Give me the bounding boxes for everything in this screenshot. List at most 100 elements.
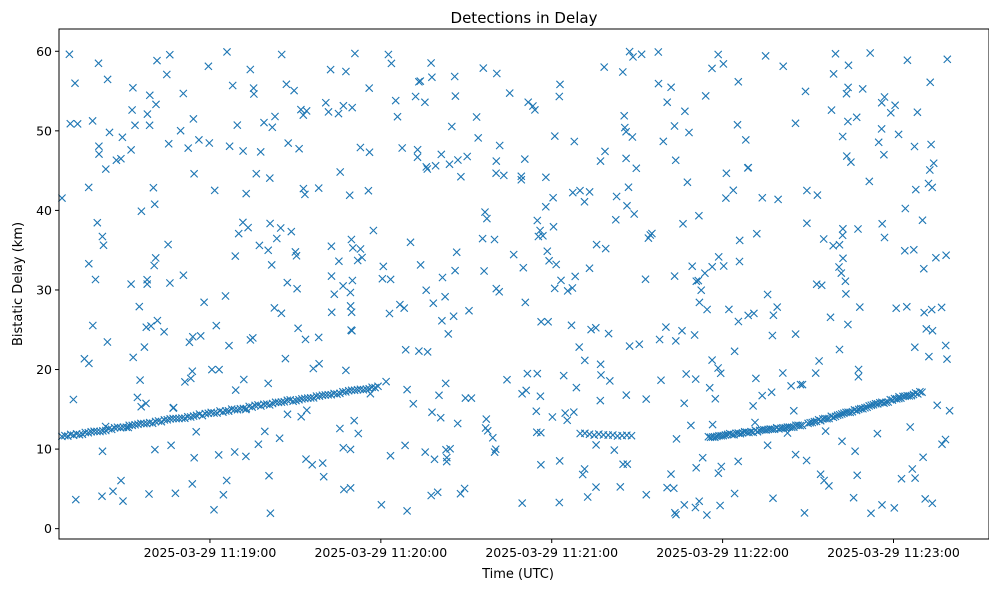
data-point (842, 152, 851, 161)
data-point (596, 157, 605, 166)
data-point (447, 122, 456, 131)
data-point (837, 269, 846, 278)
data-point (214, 450, 223, 459)
data-point (518, 499, 527, 508)
data-point (403, 506, 412, 515)
data-point (903, 56, 912, 65)
data-point (635, 340, 644, 349)
data-point (811, 369, 820, 378)
data-point (438, 273, 447, 282)
data-point (175, 414, 183, 423)
data-point (761, 51, 770, 60)
data-point (555, 498, 564, 507)
data-point (71, 495, 80, 504)
data-point (866, 49, 875, 57)
data-point (894, 130, 903, 139)
data-point (886, 108, 895, 117)
x-axis: 2025-03-29 11:19:00 2025-03-29 11:20:00 20… (144, 539, 960, 560)
x-tick-label: 2025-03-29 11:23:00 (827, 545, 960, 560)
data-point (453, 156, 462, 164)
data-point (697, 286, 706, 295)
data-point (629, 52, 637, 61)
data-point (230, 448, 239, 456)
data-point (327, 308, 336, 317)
data-point (143, 110, 152, 119)
data-point (481, 208, 489, 217)
data-point (427, 491, 436, 500)
data-point (714, 50, 723, 59)
data-point (625, 342, 634, 351)
data-point (550, 284, 559, 293)
data-point (94, 59, 103, 68)
data-point (145, 490, 153, 498)
data-point (802, 456, 811, 465)
data-point (391, 96, 400, 105)
data-point (339, 485, 348, 494)
data-point (622, 391, 631, 400)
data-point (236, 404, 245, 413)
data-point (897, 474, 906, 483)
data-point (611, 215, 620, 224)
data-point (563, 416, 572, 425)
data-point (817, 281, 826, 290)
data-point (623, 201, 631, 210)
data-point (587, 325, 596, 334)
data-point (382, 377, 391, 386)
data-point (451, 266, 460, 275)
data-point (928, 326, 937, 335)
data-point (324, 107, 333, 116)
data-point (190, 453, 199, 462)
data-point (422, 162, 431, 171)
data-point (437, 316, 446, 325)
data-point (336, 168, 345, 176)
data-point (941, 341, 950, 350)
data-point (919, 453, 928, 462)
data-point (671, 156, 680, 165)
data-point (264, 246, 273, 255)
data-point (356, 385, 365, 394)
data-point (854, 225, 862, 233)
data-point (379, 262, 388, 271)
data-point (200, 298, 209, 307)
data-point (536, 226, 545, 235)
data-point (216, 407, 224, 415)
data-point (578, 470, 587, 479)
data-point (517, 175, 526, 184)
data-point (225, 341, 233, 350)
data-point (791, 330, 800, 339)
data-point (819, 235, 828, 243)
data-point (142, 399, 150, 408)
data-point (642, 490, 651, 499)
data-point (849, 493, 858, 502)
data-point (911, 389, 920, 397)
data-point (84, 359, 93, 368)
data-point (330, 290, 339, 299)
data-point (572, 383, 581, 392)
data-point (532, 428, 541, 437)
data-point (503, 375, 511, 384)
data-point (479, 64, 488, 73)
data-point (827, 106, 836, 115)
data-point (117, 476, 125, 485)
data-point (189, 412, 198, 421)
data-point (517, 172, 526, 181)
data-point (844, 61, 853, 70)
data-points (57, 47, 954, 519)
data-point (921, 494, 930, 503)
data-point (472, 113, 481, 121)
data-point (552, 260, 561, 269)
data-point (724, 305, 733, 314)
data-point (534, 232, 543, 241)
data-point (356, 143, 365, 152)
data-point (695, 497, 704, 506)
data-point (482, 214, 491, 223)
data-point (541, 173, 550, 182)
data-point (590, 431, 599, 440)
data-point (545, 256, 554, 265)
x-axis-label: Time (UTC) (481, 567, 554, 582)
data-point (400, 304, 409, 313)
data-point (345, 191, 354, 200)
data-point (548, 413, 557, 421)
data-point (938, 440, 946, 449)
data-point (751, 374, 760, 383)
